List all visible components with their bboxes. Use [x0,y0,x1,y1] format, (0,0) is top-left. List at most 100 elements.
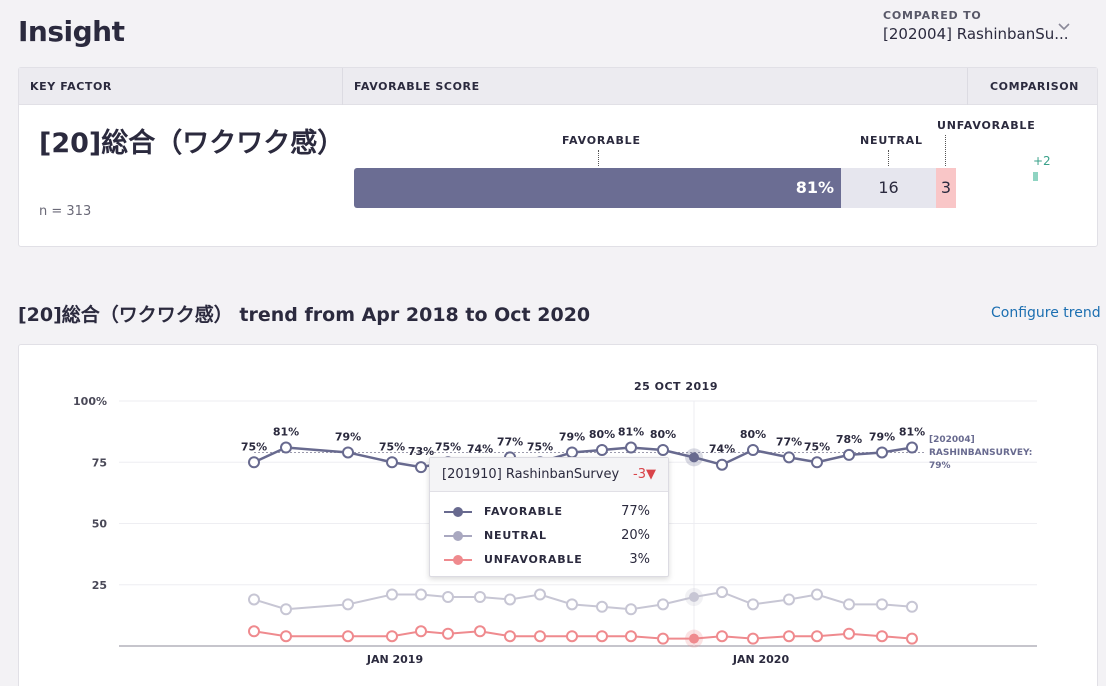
tooltip-value: 20% [621,528,650,543]
tooltip-label: NEUTRAL [484,529,547,542]
data-point-neutral [442,591,454,603]
data-point-neutral [596,600,608,613]
data-label: 81% [618,426,644,439]
tooltip-row-favorable: FAVORABLE 77% [442,502,658,522]
data-point-favorable [342,446,354,459]
data-point-favorable [386,456,398,469]
header-divider [967,68,968,105]
unfavorable-segment[interactable] [936,168,956,208]
header-comparison: COMPARISON [990,80,1079,93]
data-point-unfavorable [747,632,759,645]
data-point-neutral [504,593,516,606]
data-point-favorable [596,444,608,456]
tooltip-value: 77% [621,504,650,519]
data-point-favorable [747,444,759,456]
unfavorable-label: UNFAVORABLE [937,119,1036,132]
data-point-unfavorable [716,630,728,643]
favorable-value: 81% [795,178,834,197]
data-label: 79% [869,430,895,443]
data-point-favorable [248,456,260,469]
compared-to-value: [202004] RashinbanSu... [883,25,1069,43]
data-point-favorable [689,452,699,463]
y-tick-label: 25 [92,579,107,592]
neutral-value: 16 [878,178,899,197]
data-label: 75% [435,440,461,453]
data-point-neutral [248,593,260,606]
comparison-delta: +2 [1033,154,1051,168]
favorable-segment[interactable] [354,168,841,208]
compared-to-caption: COMPARED TO [883,9,982,22]
data-point-neutral [534,588,546,601]
data-point-unfavorable [386,630,398,643]
data-point-unfavorable [783,630,795,643]
data-label: 74% [467,443,493,456]
benchmark-label: 79% [929,461,951,471]
tooltip-survey-name: [201910] RashinbanSurvey [442,467,620,482]
data-point-favorable [415,461,427,474]
compared-to-dropdown[interactable]: COMPARED TO [202004] RashinbanSu... [883,9,1083,43]
data-point-unfavorable [280,630,292,643]
data-point-unfavorable [625,630,637,643]
favorable-legend-icon [444,507,472,517]
data-label: 74% [709,443,735,456]
unfavorable-pointer [945,135,946,166]
data-label: 75% [527,440,553,453]
score-card: KEY FACTOR FAVORABLE SCORE COMPARISON [2… [18,67,1098,247]
unfavorable-value: 3 [940,178,952,197]
data-label: 73% [408,445,434,458]
y-tick-label: 50 [92,518,108,531]
data-label: 80% [589,428,615,441]
trend-title: [20]総合（ワクワク感） trend from Apr 2018 to Oct… [18,304,591,326]
neutral-pointer [888,150,889,166]
data-point-favorable [716,458,728,471]
data-point-neutral [747,598,759,611]
data-point-favorable [566,446,578,459]
tooltip-label: FAVORABLE [484,505,563,518]
data-point-unfavorable [248,625,260,638]
configure-trend-link[interactable]: Configure trend [991,305,1101,321]
data-point-favorable [843,448,855,461]
data-label: 79% [559,430,585,443]
data-point-neutral [843,598,855,611]
header-favorable-score: FAVORABLE SCORE [354,80,480,93]
neutral-segment[interactable] [841,168,936,208]
x-tick-label: JAN 2019 [366,653,423,666]
key-factor-name[interactable]: [20]総合（ワクワク感） [39,128,345,159]
data-label: 81% [899,426,925,439]
tooltip-row-unfavorable: UNFAVORABLE 3% [442,550,658,570]
data-point-neutral [415,588,427,601]
data-point-neutral [386,588,398,601]
highlight-date-label: 25 OCT 2019 [634,380,718,393]
data-label: 75% [379,440,405,453]
data-point-unfavorable [566,630,578,643]
data-label: 80% [650,428,676,441]
data-point-unfavorable [689,633,699,644]
tooltip-delta: -3▼ [633,467,656,482]
neutral-legend-icon [444,531,472,541]
data-point-favorable [280,441,292,454]
data-point-unfavorable [415,625,427,638]
data-label: 78% [836,433,862,446]
benchmark-label: [202004] [929,435,975,445]
data-point-unfavorable [906,632,918,645]
data-point-favorable [811,456,823,469]
score-table-header: KEY FACTOR FAVORABLE SCORE COMPARISON [19,68,1097,105]
chart-tooltip: [201910] RashinbanSurvey -3▼ FAVORABLE 7… [429,457,669,577]
data-point-unfavorable [474,625,486,638]
data-point-unfavorable [876,630,888,643]
data-label: 77% [776,435,802,448]
favorable-label: FAVORABLE [562,134,641,147]
data-point-favorable [906,441,918,454]
data-point-neutral [783,593,795,606]
data-point-neutral [689,592,699,602]
data-point-neutral [342,598,354,611]
data-point-unfavorable [843,627,855,640]
tooltip-row-neutral: NEUTRAL 20% [442,526,658,546]
tooltip-value: 3% [629,552,650,567]
data-point-unfavorable [442,627,454,640]
data-point-neutral [474,591,486,603]
data-label: 77% [497,435,523,448]
neutral-label: NEUTRAL [860,134,923,147]
data-point-neutral [716,586,728,599]
data-point-favorable [657,444,669,456]
